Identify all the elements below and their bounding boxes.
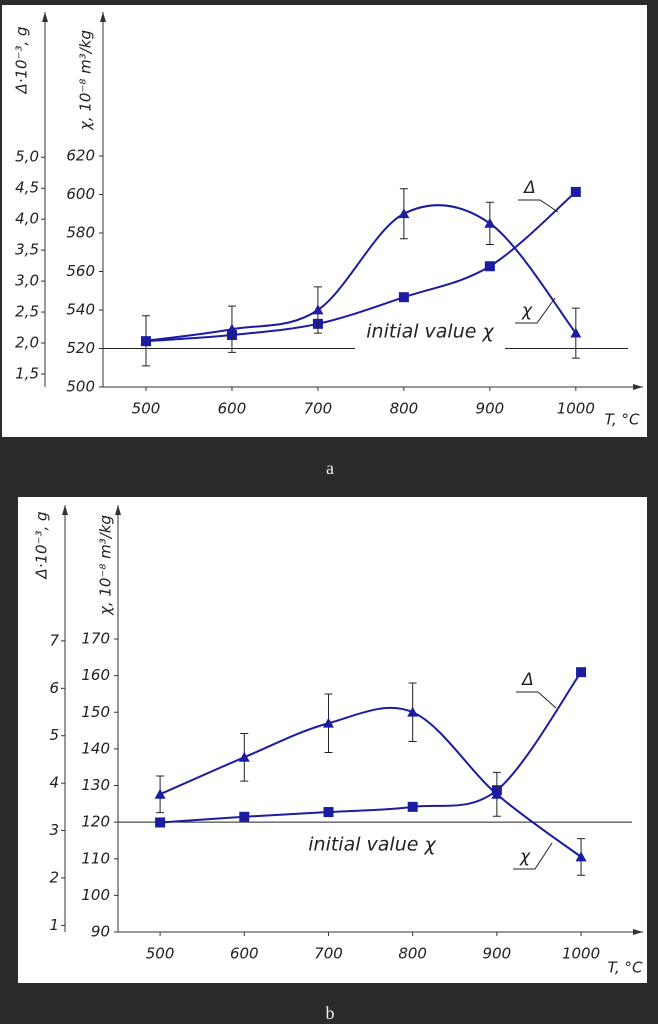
marker: [570, 327, 582, 338]
y-tick-label: 110: [81, 849, 110, 867]
x-axis-arrow: [633, 929, 643, 935]
y2-tick-label: 2,5: [15, 303, 39, 321]
x-tick-label: 900: [476, 400, 505, 418]
x-tick-label: 800: [398, 945, 427, 963]
y-axis-arrow: [115, 505, 121, 515]
y2-tick-label: 7: [49, 631, 59, 649]
marker: [484, 261, 495, 272]
chart: χ, 10⁻⁸ m³/kg Δ·10⁻³, g T, °C 500 600 700 800 9…: [2, 5, 647, 437]
legend-leader: [513, 842, 553, 870]
y2-tick-label: 2: [49, 868, 59, 886]
series-line: [145, 191, 577, 343]
y-tick-label: 100: [81, 886, 110, 904]
y2-tick-label: 6: [49, 679, 59, 697]
x-tick-label: 700: [314, 945, 343, 963]
y2-tick-label: 4,5: [15, 179, 39, 197]
legend-leader: [518, 199, 559, 213]
legend-label: Δ: [522, 178, 536, 198]
y2-tick-label: 1,5: [15, 364, 39, 382]
marker: [570, 186, 581, 197]
x-tick-label: 600: [218, 400, 247, 418]
marker: [576, 667, 587, 678]
legend-leader: [516, 691, 557, 709]
x-tick-label: 700: [304, 400, 333, 418]
y2-tick-label: 3,5: [15, 241, 39, 259]
x-tick-label: 500: [132, 400, 161, 418]
chart-panel: [2, 5, 647, 437]
y2-axis-arrow: [62, 505, 68, 515]
x-tick-label: 500: [146, 945, 175, 963]
y2-tick-label: 5,0: [15, 148, 39, 166]
legend-label: Δ: [520, 670, 534, 690]
y-tick-label: 140: [81, 739, 110, 757]
x-tick-label: 600: [230, 945, 259, 963]
y-tick-label: 90: [91, 923, 110, 941]
y-tick-label: 150: [81, 703, 110, 721]
marker: [575, 851, 587, 862]
marker: [154, 788, 166, 799]
y-tick-label: 130: [81, 776, 110, 794]
caption: b: [326, 1003, 335, 1023]
marker: [238, 751, 250, 762]
y-tick-label: 580: [66, 224, 95, 242]
marker: [491, 788, 503, 799]
marker: [155, 817, 166, 828]
y-axis-title: χ, 10⁻⁸ m³/kg: [77, 30, 95, 131]
marker: [407, 706, 419, 717]
y2-axis-arrow: [42, 12, 48, 22]
x-tick-label: 800: [390, 400, 419, 418]
y2-tick-label: 4: [49, 774, 59, 792]
x-axis-title: T, °C: [605, 411, 640, 429]
series-line: [159, 706, 582, 858]
y-tick-label: 520: [66, 339, 95, 357]
y-tick-label: 160: [81, 666, 110, 684]
y2-tick-label: 3,0: [15, 272, 39, 290]
y2-tick-label: 1: [49, 916, 59, 934]
x-tick-label: 1000: [562, 945, 600, 963]
y-axis-arrow: [100, 12, 106, 22]
annotation: initial value χ: [308, 834, 436, 856]
chart: χ, 10⁻⁸ m³/kg Δ·10⁻³, g T, °C 500 600 700 800 9…: [18, 497, 647, 983]
marker: [484, 217, 496, 228]
marker: [407, 801, 418, 812]
marker: [322, 717, 334, 728]
x-tick-label: 900: [483, 945, 512, 963]
y-axis-title: χ, 10⁻⁸ m³/kg: [97, 515, 115, 616]
chart-panel: [18, 497, 647, 983]
marker: [226, 323, 238, 334]
legend-leader: [515, 297, 556, 324]
y2-tick-label: 3: [49, 821, 59, 839]
x-tick-label: 1000: [557, 400, 595, 418]
legend-label: χ: [521, 301, 533, 321]
legend-label: χ: [519, 847, 531, 867]
marker: [323, 807, 334, 818]
marker: [239, 811, 250, 822]
y-tick-label: 170: [81, 630, 110, 648]
y-tick-label: 560: [66, 262, 95, 280]
y2-tick-label: 5: [49, 726, 59, 744]
marker: [140, 335, 152, 346]
y-tick-label: 500: [66, 378, 95, 396]
y-tick-label: 540: [66, 301, 95, 319]
marker: [398, 208, 410, 219]
y2-axis-title: Δ·10⁻³, g: [33, 511, 51, 579]
marker: [312, 304, 324, 315]
marker: [398, 292, 409, 303]
y2-tick-label: 2,0: [15, 334, 39, 352]
caption: a: [326, 458, 334, 478]
x-axis-title: T, °C: [608, 959, 643, 977]
y2-axis-title: Δ·10⁻³, g: [13, 26, 31, 94]
y-tick-label: 600: [66, 185, 95, 203]
y-tick-label: 620: [66, 147, 95, 165]
x-axis-arrow: [633, 384, 643, 390]
y2-tick-label: 4,0: [15, 210, 39, 228]
annotation: initial value χ: [366, 321, 494, 343]
y-tick-label: 120: [81, 813, 110, 831]
